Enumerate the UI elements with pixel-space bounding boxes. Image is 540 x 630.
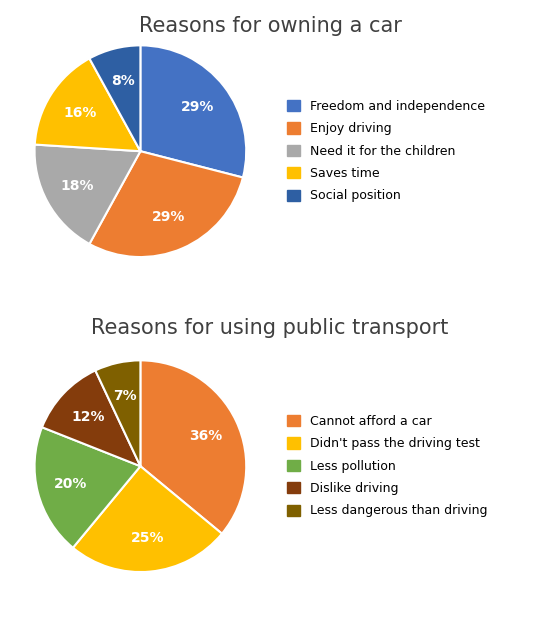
Legend: Freedom and independence, Enjoy driving, Need it for the children, Saves time, S: Freedom and independence, Enjoy driving,…: [287, 100, 484, 202]
Wedge shape: [35, 144, 140, 244]
Text: 29%: 29%: [180, 100, 214, 114]
Wedge shape: [90, 151, 243, 257]
Wedge shape: [35, 59, 140, 151]
Wedge shape: [140, 45, 246, 178]
Text: 20%: 20%: [54, 477, 87, 491]
Wedge shape: [35, 427, 140, 547]
Text: Reasons for owning a car: Reasons for owning a car: [139, 16, 401, 36]
Text: 29%: 29%: [152, 210, 186, 224]
Legend: Cannot afford a car, Didn't pass the driving test, Less pollution, Dislike drivi: Cannot afford a car, Didn't pass the dri…: [287, 415, 487, 517]
Text: 25%: 25%: [131, 531, 164, 545]
Wedge shape: [42, 370, 140, 466]
Text: Reasons for using public transport: Reasons for using public transport: [91, 318, 449, 338]
Text: 18%: 18%: [60, 179, 94, 193]
Wedge shape: [90, 45, 140, 151]
Wedge shape: [96, 360, 140, 466]
Text: 36%: 36%: [189, 428, 222, 442]
Wedge shape: [73, 466, 222, 572]
Text: 7%: 7%: [113, 389, 137, 403]
Text: 12%: 12%: [71, 410, 105, 424]
Text: 16%: 16%: [63, 106, 96, 120]
Text: 8%: 8%: [111, 74, 134, 88]
Wedge shape: [140, 360, 246, 534]
